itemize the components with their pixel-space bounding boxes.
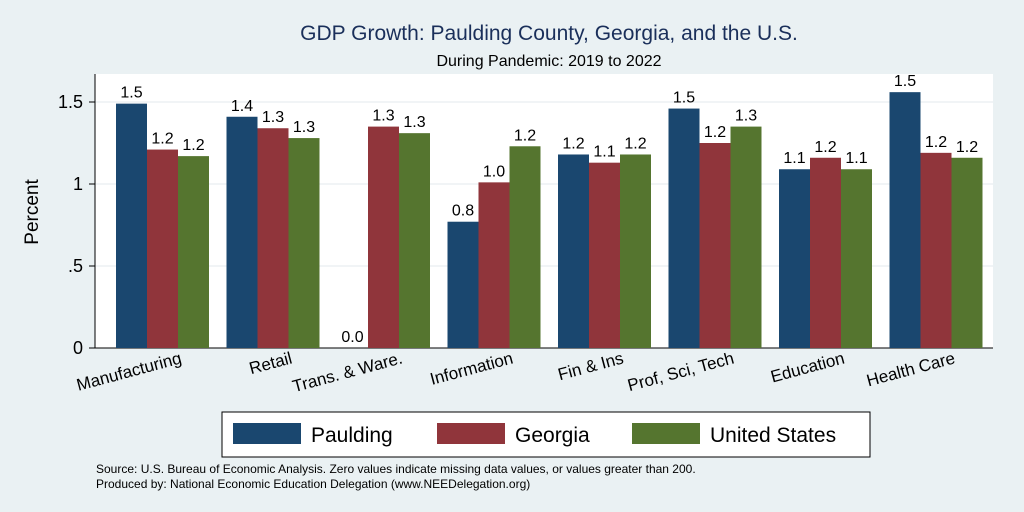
data-label: 1.3 — [262, 109, 284, 126]
x-tick-label: Manufacturing — [75, 349, 184, 395]
legend-swatch — [233, 423, 301, 444]
bar-georgia — [810, 157, 841, 348]
data-label: 1.3 — [403, 114, 425, 131]
legend-label: United States — [710, 424, 836, 447]
data-label: 1.3 — [372, 108, 394, 125]
bar-paulding — [889, 92, 921, 348]
data-label: 1.2 — [956, 139, 978, 156]
y-tick-label: 0 — [73, 338, 83, 358]
produced-by-note: Produced by: National Economic Education… — [96, 477, 530, 491]
legend: Paulding Georgia United States — [221, 411, 871, 458]
y-tick-label: 1.5 — [58, 92, 83, 112]
bar-paulding — [226, 116, 258, 348]
bar-united-states — [399, 133, 430, 348]
chart-subtitle: During Pandemic: 2019 to 2022 — [436, 53, 661, 70]
data-label: 1.3 — [293, 119, 315, 136]
bar-united-states — [288, 138, 320, 348]
chart-title: GDP Growth: Paulding County, Georgia, an… — [300, 22, 798, 45]
bars — [116, 92, 983, 348]
bar-georgia — [368, 126, 399, 348]
bar-united-states — [620, 154, 651, 348]
source-note: Source: U.S. Bureau of Economic Analysis… — [96, 462, 696, 476]
data-label: 1.1 — [593, 144, 615, 161]
x-tick-label: Information — [428, 349, 515, 389]
y-tick-label: .5 — [68, 256, 83, 276]
bar-united-states — [509, 146, 541, 348]
legend-label: Georgia — [515, 424, 590, 447]
bar-paulding — [447, 221, 479, 348]
bar-united-states — [730, 126, 762, 348]
bar-georgia — [478, 182, 510, 348]
y-axis: 0 .5 1 1.5 — [58, 92, 95, 358]
bar-georgia — [147, 149, 178, 348]
x-tick-label: Education — [769, 349, 847, 387]
bar-georgia — [257, 128, 289, 348]
data-label: 1.2 — [151, 131, 173, 148]
data-label: 1.2 — [514, 127, 536, 144]
data-label: 1.2 — [925, 134, 947, 151]
x-tick-label: Trans. & Ware. — [290, 349, 404, 397]
data-label: 1.4 — [231, 98, 253, 115]
data-labels: 1.5 1.2 1.2 1.4 1.3 1.3 0.0 1.3 1.3 0.8 1.0 1.2 1.2 1… — [120, 73, 978, 346]
data-label: 1.2 — [624, 135, 646, 152]
x-tick-label: Health Care — [864, 349, 957, 391]
legend-box — [221, 411, 871, 458]
x-tick-label: Prof, Sci, Tech — [626, 349, 736, 396]
data-label: 1.5 — [120, 85, 142, 102]
x-tick-label: Fin & Ins — [556, 349, 626, 385]
bar-georgia — [699, 143, 731, 348]
bar-georgia — [920, 152, 952, 348]
data-label: 1.1 — [845, 150, 867, 167]
data-label: 1.2 — [182, 137, 204, 154]
legend-label: Paulding — [311, 424, 393, 447]
data-label: 1.2 — [562, 135, 584, 152]
y-axis-label: Percent — [22, 179, 43, 245]
legend-swatch — [437, 423, 505, 444]
x-tick-label: Retail — [247, 349, 294, 379]
data-label: 1.0 — [483, 163, 505, 180]
data-label: 1.5 — [894, 73, 916, 90]
data-label: 0.0 — [341, 329, 363, 346]
bar-paulding — [779, 169, 810, 348]
bar-paulding — [558, 154, 589, 348]
data-label: 1.3 — [735, 108, 757, 125]
data-label: 1.5 — [673, 90, 695, 107]
data-label: 1.2 — [814, 139, 836, 156]
data-label: 1.1 — [783, 150, 805, 167]
y-tick-label: 1 — [73, 174, 83, 194]
bar-united-states — [178, 156, 209, 348]
data-label: 0.8 — [452, 203, 474, 220]
legend-swatch — [632, 423, 700, 444]
bar-united-states — [841, 169, 872, 348]
data-label: 1.2 — [704, 124, 726, 141]
bar-paulding — [116, 103, 147, 348]
bar-paulding — [668, 108, 700, 348]
bar-united-states — [951, 157, 983, 348]
bar-georgia — [589, 162, 620, 348]
